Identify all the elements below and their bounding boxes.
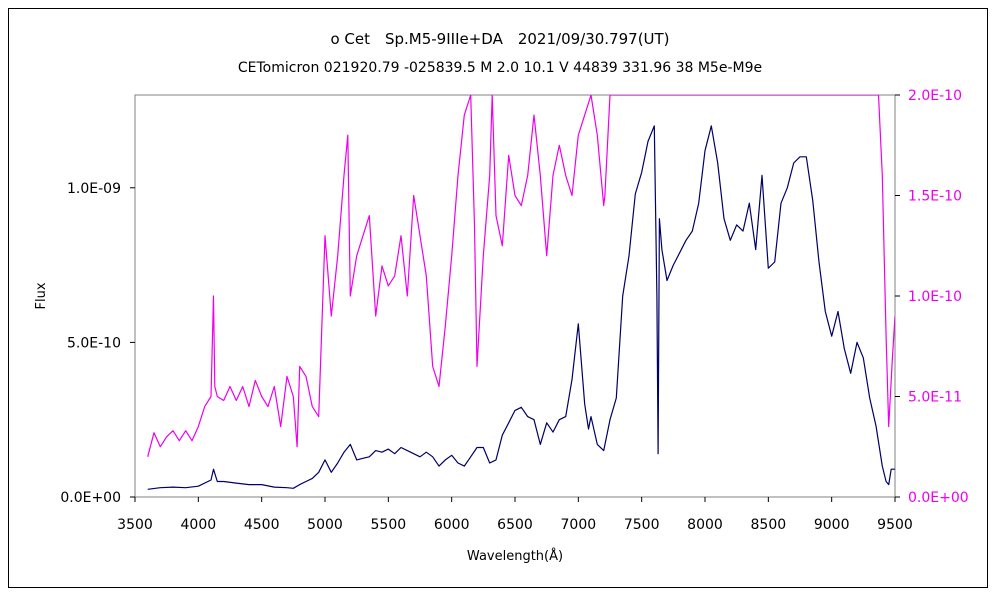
x-tick-label: 9000 [814,517,850,533]
x-tick-label: 5000 [307,517,343,533]
y2-tick-label: 5.0E-11 [908,390,962,406]
x-tick-label: 8000 [687,517,723,533]
plot-area [134,94,896,498]
x-tick-label: 7000 [561,517,597,533]
y-tick-label: 5.0E-10 [67,335,121,351]
chart-subtitle: CETomicron 021920.79 -025839.5 M 2.0 10.… [238,60,762,76]
x-tick-label: 8500 [751,517,787,533]
x-tick-label: 7500 [624,517,660,533]
y2-tick-label: 1.5E-10 [908,189,962,205]
x-tick-label: 6000 [434,517,470,533]
x-axis-label: Wavelength(Å) [467,548,563,564]
y2-tick-label: 0.0E+00 [908,490,969,506]
y-tick-label: 1.0E-09 [67,181,121,197]
y2-tick-label: 1.0E-10 [908,289,962,305]
x-tick-label: 6500 [497,517,533,533]
y2-tick-label: 2.0E-10 [908,88,962,104]
x-tick-label: 9500 [877,517,913,533]
y-axis-label: Flux [34,282,49,309]
x-tick-label: 4000 [181,517,217,533]
y-tick-label: 0.0E+00 [60,490,121,506]
x-tick-label: 3500 [117,517,153,533]
series-line-navy [147,125,895,490]
series-line-magenta [147,95,895,457]
x-tick-label: 5500 [371,517,407,533]
chart-title: ο Cet Sp.M5-9IIIe+DA 2021/09/30.797(UT) [330,30,669,48]
x-tick-label: 4500 [244,517,280,533]
